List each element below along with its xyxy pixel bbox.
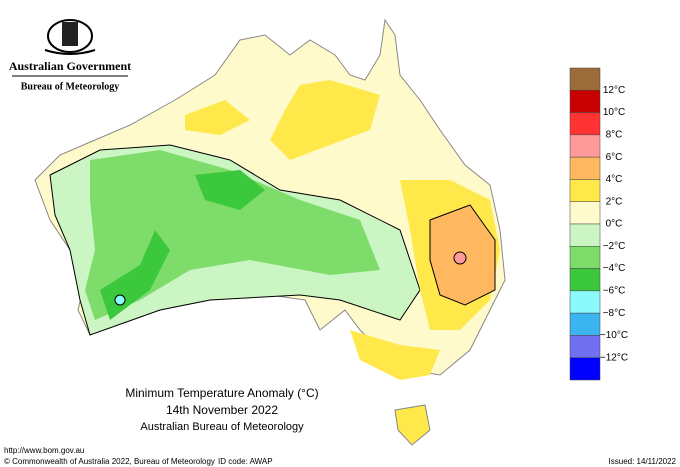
legend-label: −4°C xyxy=(603,263,626,274)
legend-swatch xyxy=(569,156,601,180)
legend-swatch xyxy=(569,290,601,314)
legend-swatch xyxy=(569,335,601,358)
footer-issued: Issued: 14/11/2022 xyxy=(609,457,677,466)
government-name: Australian Government xyxy=(9,59,131,73)
legend-swatch xyxy=(569,268,601,292)
legend-label: −10°C xyxy=(600,330,628,341)
legend-label: −12°C xyxy=(600,352,628,363)
legend-label: −2°C xyxy=(603,241,626,252)
footer-copyright: © Commonwealth of Australia 2022, Bureau… xyxy=(4,457,215,466)
legend-swatch xyxy=(569,246,601,269)
legend-label: 6°C xyxy=(606,152,623,163)
legend-swatch xyxy=(569,223,601,247)
legend-label: −8°C xyxy=(603,308,626,319)
legend-label: 10°C xyxy=(603,107,625,118)
footer-url: http://www.bom.gov.au xyxy=(4,446,84,455)
legend-swatch xyxy=(569,357,601,381)
legend-swatch xyxy=(569,134,601,158)
australia-map xyxy=(34,18,506,446)
legend-label: −6°C xyxy=(603,285,626,296)
crest xyxy=(44,19,96,55)
legend-label: 0°C xyxy=(606,219,623,230)
legend-label: 12°C xyxy=(603,85,625,96)
legend-swatch xyxy=(569,312,601,336)
map-source: Australian Bureau of Meteorology xyxy=(140,421,304,433)
legend-swatch xyxy=(569,179,601,202)
agency-name: Bureau of Meteorology xyxy=(21,81,120,92)
legend-swatch xyxy=(569,112,601,136)
legend-label: 2°C xyxy=(606,196,623,207)
legend-label: 4°C xyxy=(606,174,623,185)
footer-id: ID code: AWAP xyxy=(218,457,273,466)
legend-swatch xyxy=(569,67,601,91)
legend-swatch xyxy=(569,201,601,225)
legend: 12°C 10°C 8°C 6°C 4°C 2°C 0°C −2°C −4°C −6°C −8°C −… xyxy=(569,67,628,381)
map-title: Minimum Temperature Anomaly (°C) xyxy=(125,386,318,400)
legend-label: 8°C xyxy=(606,129,623,140)
legend-swatch xyxy=(569,90,601,113)
map-date: 14th November 2022 xyxy=(166,403,278,417)
